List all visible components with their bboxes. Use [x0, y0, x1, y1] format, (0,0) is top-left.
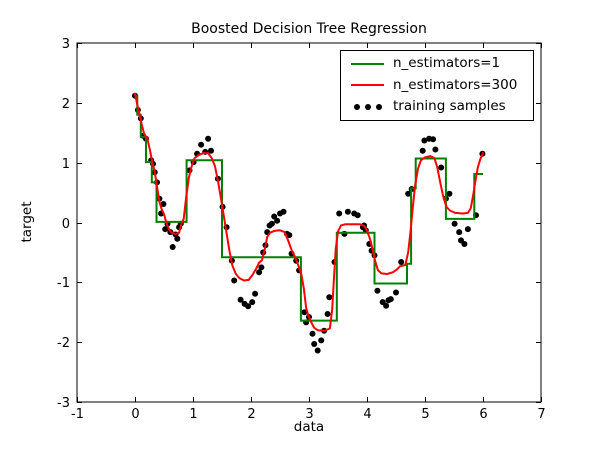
training-sample-dot	[258, 264, 265, 271]
x-tick-label: 3	[305, 407, 313, 422]
training-sample-dot	[237, 296, 244, 303]
training-sample-dot	[231, 277, 238, 284]
training-sample-dot	[461, 241, 468, 247]
training-sample-dot	[354, 212, 361, 219]
training-sample-dot	[374, 287, 381, 294]
training-sample-dot	[318, 337, 325, 344]
green-line-swatch	[351, 62, 384, 65]
x-tick-label: -1	[71, 407, 84, 422]
x-tick-label: 2	[247, 407, 255, 422]
training-sample-dot	[393, 289, 399, 296]
training-sample-dot	[245, 303, 252, 310]
training-sample-dot	[162, 226, 169, 233]
training-sample-dot	[174, 235, 181, 242]
training-sample-dot	[451, 220, 458, 227]
boosted-fit-line	[134, 92, 484, 332]
x-axis-label: data	[293, 419, 325, 435]
chart-title: Boosted Decision Tree Regression	[191, 21, 427, 37]
x-tick-label: 1	[189, 407, 197, 422]
training-sample-dot	[268, 220, 275, 227]
training-sample-dot	[324, 311, 331, 317]
training-sample-dot	[271, 213, 278, 220]
training-sample-dot	[160, 201, 167, 207]
y-axis-label: target	[19, 201, 35, 243]
training-sample-dot	[208, 147, 214, 154]
training-sample-dot	[387, 296, 394, 303]
y-tick-label: 3	[62, 37, 70, 52]
training-sample-dot	[464, 226, 471, 233]
y-tick-label: 0	[62, 217, 70, 232]
training-sample-dot	[169, 244, 176, 250]
legend-item: n_estimators=1	[341, 53, 533, 74]
tree-step-line	[135, 94, 483, 322]
training-sample-dot	[311, 341, 318, 347]
x-tick-label: 4	[363, 407, 371, 422]
training-sample-dot	[456, 229, 463, 236]
x-tick-label: 0	[131, 407, 139, 422]
training-sample-dot	[286, 232, 293, 239]
training-sample-dot	[198, 141, 205, 148]
legend-item-label: n_estimators=1	[393, 55, 501, 72]
x-tick-label: 6	[479, 407, 487, 422]
red-line-swatch	[351, 84, 384, 87]
training-sample-dot	[430, 136, 437, 143]
x-tick-label: 5	[421, 407, 429, 422]
y-tick-label: -2	[57, 336, 70, 351]
training-sample-dot	[421, 137, 428, 144]
training-sample-dot	[446, 190, 453, 197]
legend-item-label: n_estimators=300	[393, 76, 518, 93]
training-sample-dot	[256, 269, 263, 276]
training-sample-dot	[326, 294, 333, 301]
training-sample-dot	[301, 309, 308, 316]
training-sample-dot	[383, 302, 390, 309]
training-sample-dot	[336, 210, 343, 217]
training-sample-dot	[398, 259, 405, 265]
training-sample-dot	[344, 208, 351, 215]
training-sample-dot	[419, 147, 426, 154]
x-tick-label: 7	[537, 407, 545, 422]
training-sample-dot	[309, 330, 316, 337]
legend: n_estimators=1 n_estimators=300 training…	[340, 50, 534, 121]
training-sample-dot	[274, 217, 281, 224]
y-tick-label: -1	[57, 276, 70, 291]
training-sample-dot	[314, 347, 321, 354]
training-sample-dot	[432, 146, 439, 153]
training-sample-dot	[249, 299, 256, 306]
legend-item: n_estimators=300	[341, 75, 533, 96]
legend-item: training samples	[341, 97, 533, 118]
training-sample-dot	[205, 135, 212, 142]
scatter-dots-swatch	[351, 104, 384, 111]
y-tick-label: -3	[57, 396, 70, 411]
training-sample-dot	[405, 190, 412, 197]
training-sample-dot	[280, 208, 287, 215]
training-sample-dot	[252, 290, 259, 297]
y-tick-label: 1	[62, 157, 70, 172]
legend-item-label: training samples	[393, 98, 506, 115]
training-sample-dot	[438, 164, 445, 171]
y-tick-label: 2	[62, 97, 70, 112]
